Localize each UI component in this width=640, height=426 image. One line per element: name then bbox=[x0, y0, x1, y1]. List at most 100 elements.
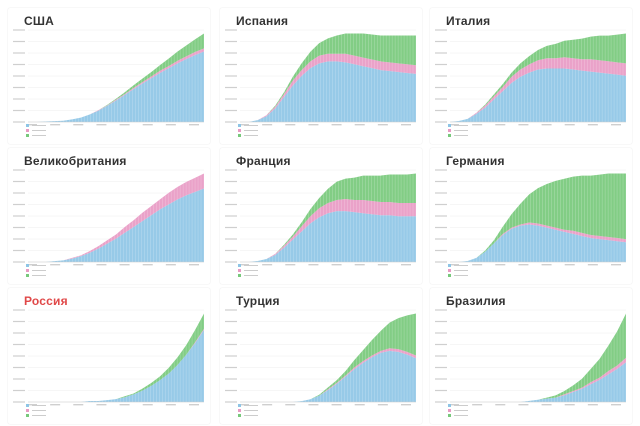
legend-label bbox=[244, 414, 258, 416]
legend-label bbox=[32, 409, 46, 411]
legend-label bbox=[32, 404, 46, 406]
y-tick-label bbox=[435, 261, 447, 263]
legend-swatch bbox=[448, 403, 451, 407]
y-tick-label bbox=[435, 320, 447, 323]
legend-swatch bbox=[238, 128, 241, 132]
y-tick-label bbox=[435, 309, 447, 311]
x-tick-label bbox=[377, 264, 388, 266]
legend-label bbox=[32, 269, 46, 271]
area-chart bbox=[13, 169, 205, 266]
y-tick-label bbox=[225, 203, 237, 206]
x-tick-label bbox=[308, 124, 319, 126]
x-tick-label bbox=[96, 404, 107, 406]
chart-title: Великобритания bbox=[24, 154, 127, 168]
series-area-recovered bbox=[450, 173, 626, 262]
legend-item bbox=[448, 128, 468, 132]
chart-legend bbox=[448, 263, 468, 278]
x-tick-label bbox=[564, 404, 575, 406]
y-tick-label bbox=[225, 332, 237, 334]
y-tick-label bbox=[435, 332, 447, 334]
y-tick-label bbox=[225, 309, 237, 311]
y-tick-label bbox=[225, 389, 237, 392]
chart-title: Италия bbox=[446, 14, 491, 28]
x-tick-label bbox=[377, 124, 388, 126]
area-chart bbox=[435, 169, 627, 266]
legend-item bbox=[238, 123, 258, 127]
x-tick-label bbox=[73, 124, 84, 126]
legend-swatch bbox=[238, 268, 241, 272]
area-chart bbox=[13, 309, 205, 406]
area-chart bbox=[225, 29, 417, 126]
legend-label bbox=[244, 124, 258, 126]
legend-item bbox=[238, 408, 258, 412]
y-tick-label bbox=[13, 249, 25, 252]
chart-panel: Турция bbox=[220, 288, 422, 424]
series-area-recovered bbox=[28, 313, 204, 402]
y-tick-label bbox=[225, 238, 237, 240]
legend-item bbox=[238, 268, 258, 272]
x-tick-label bbox=[377, 404, 388, 406]
y-tick-label bbox=[225, 63, 237, 66]
legend-label bbox=[244, 129, 258, 131]
legend-swatch bbox=[26, 403, 29, 407]
chart-legend bbox=[448, 403, 468, 418]
legend-swatch bbox=[448, 263, 451, 267]
y-tick-label bbox=[225, 226, 237, 229]
legend-item bbox=[448, 123, 468, 127]
area-chart bbox=[435, 29, 627, 126]
legend-item bbox=[26, 413, 46, 417]
y-tick-label bbox=[225, 401, 237, 403]
legend-item bbox=[26, 268, 46, 272]
legend-swatch bbox=[26, 123, 29, 127]
chart-title: Франция bbox=[236, 154, 291, 168]
series-area-recovered bbox=[240, 313, 416, 402]
area-chart bbox=[225, 309, 417, 406]
y-tick-label bbox=[225, 86, 237, 89]
y-tick-label bbox=[225, 109, 237, 112]
legend-item bbox=[238, 273, 258, 277]
legend-label bbox=[454, 124, 468, 126]
x-tick-label bbox=[189, 404, 199, 406]
legend-label bbox=[32, 134, 46, 136]
legend-swatch bbox=[448, 133, 451, 137]
x-tick-label bbox=[587, 124, 598, 126]
y-tick-label bbox=[13, 320, 25, 323]
legend-label bbox=[244, 269, 258, 271]
series-area-active bbox=[28, 51, 204, 122]
x-tick-label bbox=[354, 264, 365, 266]
legend-label bbox=[454, 409, 468, 411]
x-tick-label bbox=[495, 404, 506, 406]
x-tick-label bbox=[495, 264, 506, 266]
y-tick-label bbox=[435, 75, 447, 77]
legend-label bbox=[454, 134, 468, 136]
y-tick-label bbox=[13, 261, 25, 263]
series-area-active bbox=[240, 211, 416, 262]
y-tick-label bbox=[435, 203, 447, 206]
chart-title: Испания bbox=[236, 14, 289, 28]
chart-panel: Бразилия bbox=[430, 288, 632, 424]
y-tick-label bbox=[13, 75, 25, 77]
y-tick-label bbox=[13, 169, 25, 171]
y-tick-label bbox=[13, 180, 25, 183]
legend-swatch bbox=[26, 133, 29, 137]
chart-legend bbox=[26, 123, 46, 138]
x-tick-label bbox=[189, 124, 199, 126]
legend-item bbox=[26, 133, 46, 137]
area-chart bbox=[435, 309, 627, 406]
legend-label bbox=[32, 274, 46, 276]
y-tick-label bbox=[225, 52, 237, 54]
legend-swatch bbox=[448, 268, 451, 272]
x-tick-label bbox=[285, 124, 296, 126]
legend-item bbox=[448, 403, 468, 407]
area-chart bbox=[13, 29, 205, 126]
legend-label bbox=[244, 264, 258, 266]
x-tick-label bbox=[518, 404, 529, 406]
series-area-recovered bbox=[450, 33, 626, 122]
series-area-active bbox=[450, 362, 626, 402]
legend-item bbox=[448, 408, 468, 412]
y-tick-label bbox=[13, 109, 25, 112]
y-tick-label bbox=[13, 332, 25, 334]
y-tick-label bbox=[13, 121, 25, 123]
legend-item bbox=[26, 123, 46, 127]
legend-label bbox=[244, 274, 258, 276]
